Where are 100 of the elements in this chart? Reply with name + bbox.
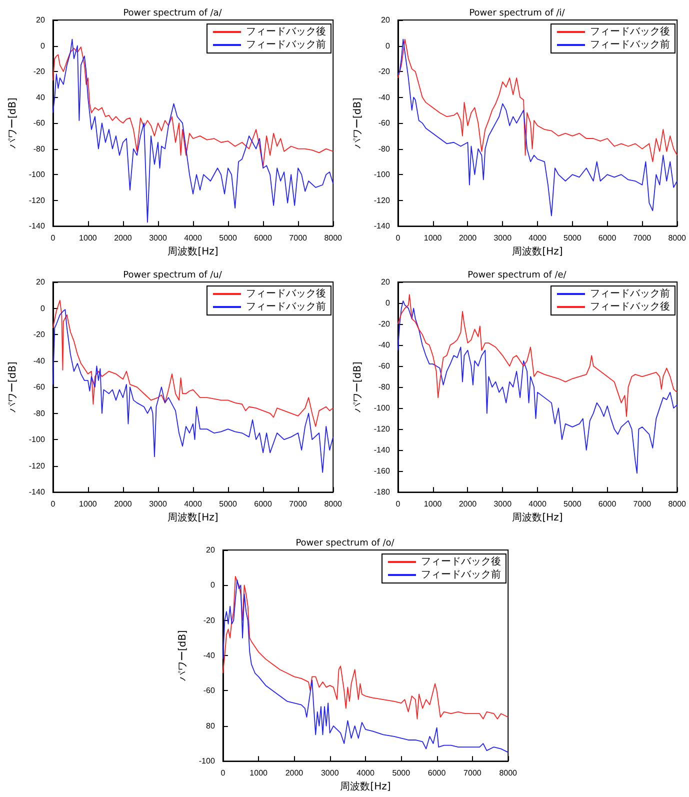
y-tick-label: -100 [198,756,216,766]
y-tick-label: 0 [40,41,46,50]
legend-label: フィードバック前 [246,300,326,312]
legend-label: フィードバック前 [590,38,670,50]
chart-title: Power spectrum of /e/ [468,270,568,280]
x-tick-label: 5000 [219,500,238,509]
y-tick-label: -20 [203,616,216,625]
x-tick-label: 8000 [499,768,518,778]
y-tick-label: -140 [28,222,46,231]
x-tick-label: 8000 [324,234,343,243]
x-axis-title: 周波数[Hz] [168,512,218,524]
line-series [52,309,334,473]
x-tick-label: 0 [50,500,56,509]
x-tick-label: 1000 [79,234,98,243]
y-tick-label: -20 [378,67,390,76]
x-tick-label: 3000 [320,768,340,778]
x-tick-label: 4000 [528,500,547,509]
x-tick-label: 7000 [289,500,308,509]
y-axis-title: パワー[dB] [178,630,188,682]
y-tick-label: -20 [378,320,390,329]
x-tick-label: 5000 [219,234,238,243]
x-tick-label: 1000 [79,500,98,509]
y-tick-label: -140 [374,222,390,231]
y-tick-label: -60 [378,362,390,371]
x-axis-title: 周波数[Hz] [168,246,218,258]
x-tick-label: 8000 [668,500,687,509]
y-tick-label: -40 [378,92,390,102]
legend-label: フィードバック後 [590,26,670,38]
y-tick-label: -100 [374,170,390,180]
x-tick-label: 2000 [458,234,478,243]
y-tick-label: -160 [374,466,390,476]
y-tick-label: 0 [40,304,46,313]
x-tick-label: 2000 [285,768,304,778]
y-tick-label: -140 [28,488,46,497]
y-tick-label: -120 [374,424,390,434]
x-tick-label: 7000 [633,234,652,243]
x-tick-label: 8000 [324,500,343,509]
x-tick-label: 0 [220,768,226,778]
x-tick-label: 8000 [668,234,687,243]
y-tick-label: -40 [378,340,390,350]
x-tick-label: 7000 [633,500,652,509]
x-tick-label: 3000 [494,234,512,243]
y-tick-label: -100 [28,435,46,444]
line-series [222,579,509,753]
x-tick-label: 2000 [458,500,478,509]
y-tick-label: -120 [374,196,390,205]
line-series [397,38,678,162]
y-tick-label: -80 [33,408,46,418]
legend-label: フィードバック前 [421,568,501,580]
x-tick-label: 6000 [598,234,617,243]
y-tick-label: 20 [381,278,390,286]
line-series [397,300,678,474]
chart-title: Power spectrum of /i/ [469,8,566,18]
y-tick-label: -80 [378,144,390,154]
x-tick-label: 0 [396,500,401,509]
x-tick-label: 3000 [494,500,512,509]
y-tick-label: -60 [378,118,390,128]
y-axis-title: パワー[dB] [8,361,18,414]
x-axis-title: 周波数[Hz] [340,780,391,792]
y-tick-label: -100 [28,170,46,180]
y-axis-title: パワー[dB] [352,97,364,150]
y-tick-label: -120 [28,196,46,205]
x-tick-label: 6000 [254,500,273,509]
y-tick-label: -40 [203,651,216,660]
x-tick-label: 6000 [254,234,273,243]
x-tick-label: 3000 [149,500,168,509]
x-tick-label: 7000 [464,768,482,778]
legend-label: フィードバック後 [246,288,326,300]
x-tick-label: 5000 [392,768,411,778]
x-tick-label: 0 [50,234,56,243]
line-series [397,38,678,216]
x-tick-label: 4000 [184,500,202,509]
y-tick-label: -120 [28,461,46,470]
x-tick-label: 4000 [184,234,202,243]
x-tick-label: 6000 [598,500,617,509]
x-tick-label: 1000 [424,500,442,509]
x-tick-label: 5000 [564,500,582,509]
line-series [52,300,334,427]
x-tick-label: 6000 [428,768,446,778]
y-tick-label: 0 [210,580,216,590]
x-tick-label: 1000 [250,768,268,778]
chart-title: Power spectrum of /a/ [123,8,223,18]
y-tick-label: -100 [374,404,390,413]
line-series [52,38,334,223]
x-tick-label: 2000 [114,500,132,509]
y-tick-label: -80 [378,382,390,392]
x-tick-label: 1000 [424,234,442,243]
legend-label: フィードバック前 [590,288,670,300]
y-tick-label: -60 [33,118,46,128]
x-tick-label: 4000 [356,768,375,778]
x-tick-label: 2000 [114,234,132,243]
y-tick-label: -180 [374,488,390,497]
x-tick-label: 7000 [289,234,308,243]
x-axis-title: 周波数[Hz] [512,512,563,524]
legend-label: フィードバック後 [590,300,670,312]
y-tick-label: -20 [33,330,46,340]
x-tick-label: 5000 [564,234,582,243]
chart-title: Power spectrum of /o/ [296,538,396,548]
y-tick-label: 20 [206,546,216,554]
y-tick-label: -80 [33,144,46,154]
